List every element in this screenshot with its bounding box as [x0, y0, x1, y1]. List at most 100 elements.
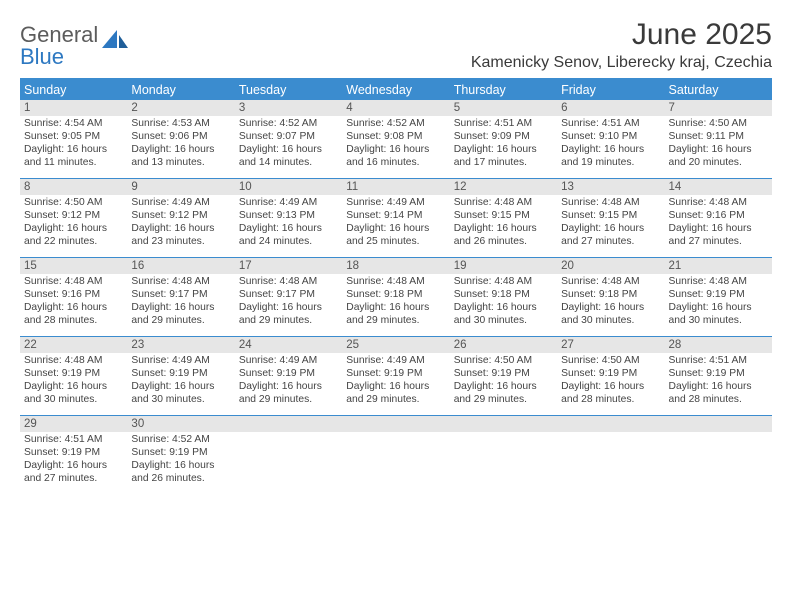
day-number: 10 — [235, 179, 342, 195]
day-details: Sunrise: 4:48 AMSunset: 9:16 PMDaylight:… — [20, 276, 127, 327]
weekday-header: Friday — [557, 80, 664, 100]
day-details: Sunrise: 4:48 AMSunset: 9:19 PMDaylight:… — [665, 276, 772, 327]
calendar-day: 14Sunrise: 4:48 AMSunset: 9:16 PMDayligh… — [665, 179, 772, 257]
calendar-day: 12Sunrise: 4:48 AMSunset: 9:15 PMDayligh… — [450, 179, 557, 257]
day-details: Sunrise: 4:48 AMSunset: 9:18 PMDaylight:… — [450, 276, 557, 327]
calendar-day — [235, 416, 342, 494]
header: General Blue June 2025 Kamenicky Senov, … — [20, 18, 772, 72]
weekday-header: Thursday — [450, 80, 557, 100]
calendar-week: 1Sunrise: 4:54 AMSunset: 9:05 PMDaylight… — [20, 100, 772, 179]
day-number: 24 — [235, 337, 342, 353]
calendar-day — [342, 416, 449, 494]
day-details: Sunrise: 4:53 AMSunset: 9:06 PMDaylight:… — [127, 118, 234, 169]
day-details: Sunrise: 4:49 AMSunset: 9:12 PMDaylight:… — [127, 197, 234, 248]
day-number: 16 — [127, 258, 234, 274]
calendar-day: 3 Sunrise: 4:52 AMSunset: 9:07 PMDaylight… — [235, 100, 342, 178]
day-number: 6 — [557, 100, 664, 116]
weekday-header: Monday — [127, 80, 234, 100]
calendar-day: 4 Sunrise: 4:52 AMSunset: 9:08 PMDaylight… — [342, 100, 449, 178]
day-number: 11 — [342, 179, 449, 195]
day-number: 8 — [20, 179, 127, 195]
day-details: Sunrise: 4:52 AMSunset: 9:08 PMDaylight:… — [342, 118, 449, 169]
day-number: 4 — [342, 100, 449, 116]
month-title: June 2025 — [471, 18, 772, 52]
day-number: 2 — [127, 100, 234, 116]
day-details: Sunrise: 4:50 AMSunset: 9:11 PMDaylight:… — [665, 118, 772, 169]
calendar-day: 18Sunrise: 4:48 AMSunset: 9:18 PMDayligh… — [342, 258, 449, 336]
day-number — [235, 416, 342, 432]
day-details: Sunrise: 4:48 AMSunset: 9:18 PMDaylight:… — [342, 276, 449, 327]
day-details: Sunrise: 4:49 AMSunset: 9:19 PMDaylight:… — [235, 355, 342, 406]
day-details: Sunrise: 4:50 AMSunset: 9:19 PMDaylight:… — [450, 355, 557, 406]
weekday-header: Wednesday — [342, 80, 449, 100]
day-details: Sunrise: 4:51 AMSunset: 9:09 PMDaylight:… — [450, 118, 557, 169]
day-number — [665, 416, 772, 432]
calendar-grid: SundayMondayTuesdayWednesdayThursdayFrid… — [20, 78, 772, 494]
weekday-header: Sunday — [20, 80, 127, 100]
day-details: Sunrise: 4:51 AMSunset: 9:10 PMDaylight:… — [557, 118, 664, 169]
day-number — [557, 416, 664, 432]
calendar-day: 1Sunrise: 4:54 AMSunset: 9:05 PMDaylight… — [20, 100, 127, 178]
calendar-day: 6 Sunrise: 4:51 AMSunset: 9:10 PMDaylight… — [557, 100, 664, 178]
day-number: 25 — [342, 337, 449, 353]
day-number: 26 — [450, 337, 557, 353]
weekday-header-row: SundayMondayTuesdayWednesdayThursdayFrid… — [20, 80, 772, 100]
calendar-week: 22 Sunrise: 4:48 AMSunset: 9:19 PMDayligh… — [20, 337, 772, 416]
day-details: Sunrise: 4:49 AMSunset: 9:14 PMDaylight:… — [342, 197, 449, 248]
calendar-day: 9Sunrise: 4:49 AMSunset: 9:12 PMDaylight… — [127, 179, 234, 257]
weekday-header: Tuesday — [235, 80, 342, 100]
calendar-day: 19 Sunrise: 4:48 AMSunset: 9:18 PMDayligh… — [450, 258, 557, 336]
brand-logo: General Blue — [20, 18, 130, 68]
calendar-day: 13Sunrise: 4:48 AMSunset: 9:15 PMDayligh… — [557, 179, 664, 257]
calendar-week: 29 Sunrise: 4:51 AMSunset: 9:19 PMDayligh… — [20, 416, 772, 494]
day-number: 19 — [450, 258, 557, 274]
calendar-week: 15 Sunrise: 4:48 AMSunset: 9:16 PMDayligh… — [20, 258, 772, 337]
day-details: Sunrise: 4:51 AMSunset: 9:19 PMDaylight:… — [665, 355, 772, 406]
sail-icon — [100, 28, 130, 52]
day-number: 28 — [665, 337, 772, 353]
day-number: 13 — [557, 179, 664, 195]
day-details: Sunrise: 4:48 AMSunset: 9:18 PMDaylight:… — [557, 276, 664, 327]
calendar-day: 20 Sunrise: 4:48 AMSunset: 9:18 PMDayligh… — [557, 258, 664, 336]
calendar-day: 30Sunrise: 4:52 AMSunset: 9:19 PMDayligh… — [127, 416, 234, 494]
weekday-header: Saturday — [665, 80, 772, 100]
day-number: 27 — [557, 337, 664, 353]
calendar-day: 21 Sunrise: 4:48 AMSunset: 9:19 PMDayligh… — [665, 258, 772, 336]
day-details: Sunrise: 4:50 AMSunset: 9:12 PMDaylight:… — [20, 197, 127, 248]
day-details: Sunrise: 4:48 AMSunset: 9:19 PMDaylight:… — [20, 355, 127, 406]
calendar-day: 23 Sunrise: 4:49 AMSunset: 9:19 PMDayligh… — [127, 337, 234, 415]
calendar-day: 27 Sunrise: 4:50 AMSunset: 9:19 PMDayligh… — [557, 337, 664, 415]
day-details: Sunrise: 4:48 AMSunset: 9:15 PMDaylight:… — [450, 197, 557, 248]
day-details: Sunrise: 4:48 AMSunset: 9:17 PMDaylight:… — [235, 276, 342, 327]
title-block: June 2025 Kamenicky Senov, Liberecky kra… — [471, 18, 772, 72]
day-details: Sunrise: 4:52 AMSunset: 9:07 PMDaylight:… — [235, 118, 342, 169]
calendar-day — [665, 416, 772, 494]
day-details: Sunrise: 4:49 AMSunset: 9:19 PMDaylight:… — [127, 355, 234, 406]
day-number: 29 — [20, 416, 127, 432]
calendar-day: 5Sunrise: 4:51 AMSunset: 9:09 PMDaylight… — [450, 100, 557, 178]
calendar-day: 10 Sunrise: 4:49 AMSunset: 9:13 PMDayligh… — [235, 179, 342, 257]
day-number: 20 — [557, 258, 664, 274]
day-details: Sunrise: 4:50 AMSunset: 9:19 PMDaylight:… — [557, 355, 664, 406]
day-details: Sunrise: 4:48 AMSunset: 9:17 PMDaylight:… — [127, 276, 234, 327]
day-details: Sunrise: 4:51 AMSunset: 9:19 PMDaylight:… — [20, 434, 127, 485]
calendar-day: 7Sunrise: 4:50 AMSunset: 9:11 PMDaylight… — [665, 100, 772, 178]
calendar-week: 8 Sunrise: 4:50 AMSunset: 9:12 PMDaylight… — [20, 179, 772, 258]
day-number — [342, 416, 449, 432]
day-number: 23 — [127, 337, 234, 353]
calendar-day — [450, 416, 557, 494]
calendar-day: 2 Sunrise: 4:53 AMSunset: 9:06 PMDaylight… — [127, 100, 234, 178]
day-details: Sunrise: 4:49 AMSunset: 9:13 PMDaylight:… — [235, 197, 342, 248]
page: General Blue June 2025 Kamenicky Senov, … — [0, 0, 792, 494]
calendar-day — [557, 416, 664, 494]
calendar-day: 24 Sunrise: 4:49 AMSunset: 9:19 PMDayligh… — [235, 337, 342, 415]
day-number: 3 — [235, 100, 342, 116]
day-number: 21 — [665, 258, 772, 274]
location-text: Kamenicky Senov, Liberecky kraj, Czechia — [471, 54, 772, 72]
day-number: 15 — [20, 258, 127, 274]
calendar-day: 17Sunrise: 4:48 AMSunset: 9:17 PMDayligh… — [235, 258, 342, 336]
calendar-day: 16 Sunrise: 4:48 AMSunset: 9:17 PMDayligh… — [127, 258, 234, 336]
calendar-day: 25Sunrise: 4:49 AMSunset: 9:19 PMDayligh… — [342, 337, 449, 415]
day-details: Sunrise: 4:48 AMSunset: 9:16 PMDaylight:… — [665, 197, 772, 248]
day-number: 22 — [20, 337, 127, 353]
